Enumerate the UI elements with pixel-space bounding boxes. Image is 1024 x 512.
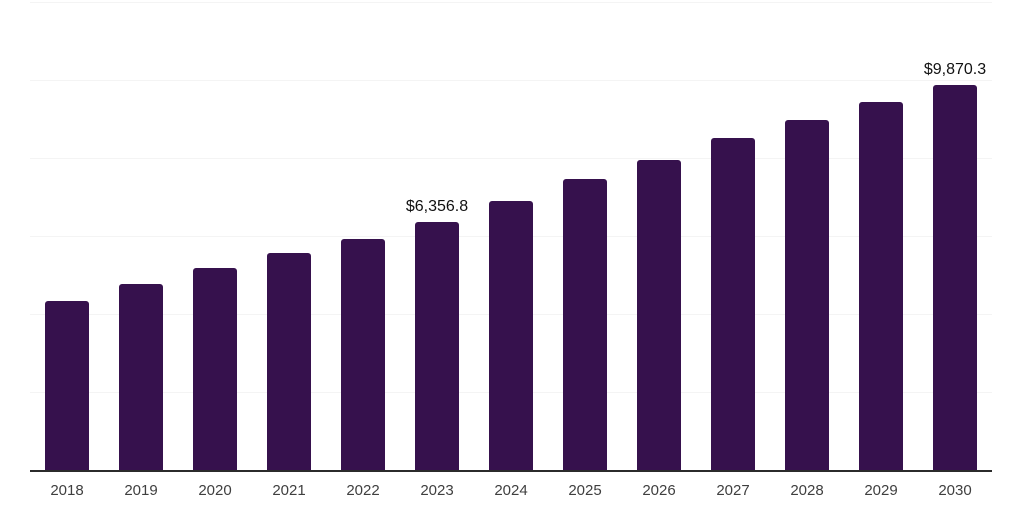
x-axis: 2018 2019 2020 2021 2022 2023 2024 2025 2026 2027… [30, 482, 992, 499]
bar-2027 [711, 138, 755, 470]
bar-2023 [415, 222, 459, 470]
gridline [30, 2, 992, 3]
x-axis-label-2024: 2024 [494, 482, 528, 499]
bar-2029 [859, 102, 903, 470]
bar-2028 [785, 120, 829, 470]
x-axis-label-2022: 2022 [346, 482, 380, 499]
bar-2020 [193, 268, 237, 470]
x-axis-label-2030: 2030 [938, 482, 972, 499]
x-axis-label-2028: 2028 [790, 482, 824, 499]
bar-band-2025 [548, 2, 622, 470]
bar-2026 [637, 160, 681, 470]
bar-2022 [341, 239, 385, 470]
data-label-2023: $6,356.8 [405, 198, 469, 215]
bar-band-2028 [770, 2, 844, 470]
x-axis-label-2019: 2019 [124, 482, 158, 499]
x-axis-label-2025: 2025 [568, 482, 602, 499]
bar-2030 [933, 85, 977, 470]
x-axis-label-2020: 2020 [198, 482, 232, 499]
x-axis-label-2023: 2023 [420, 482, 454, 499]
bar-band-2018 [30, 2, 104, 470]
gridline [30, 158, 992, 159]
bar-band-2022 [326, 2, 400, 470]
gridline [30, 80, 992, 81]
bar-band-2020 [178, 2, 252, 470]
bar-2019 [119, 284, 163, 470]
bar-band-2030: $9,870.3 [918, 2, 992, 470]
x-axis-label-2026: 2026 [642, 482, 676, 499]
bar-band-2021 [252, 2, 326, 470]
bar-band-2026 [622, 2, 696, 470]
bar-2024 [489, 201, 533, 470]
bar-2025 [563, 179, 607, 470]
plot-area: $6,356.8 $9,870.3 [30, 2, 992, 472]
bar-band-2029 [844, 2, 918, 470]
x-axis-label-2029: 2029 [864, 482, 898, 499]
bar-series: $6,356.8 $9,870.3 [30, 2, 992, 470]
bar-band-2019 [104, 2, 178, 470]
bar-band-2023: $6,356.8 [400, 2, 474, 470]
bar-2018 [45, 301, 89, 470]
x-axis-label-2018: 2018 [50, 482, 84, 499]
bar-2021 [267, 253, 311, 470]
x-axis-label-2027: 2027 [716, 482, 750, 499]
bar-band-2027 [696, 2, 770, 470]
data-label-2030: $9,870.3 [923, 61, 987, 78]
bar-band-2024 [474, 2, 548, 470]
x-axis-label-2021: 2021 [272, 482, 306, 499]
